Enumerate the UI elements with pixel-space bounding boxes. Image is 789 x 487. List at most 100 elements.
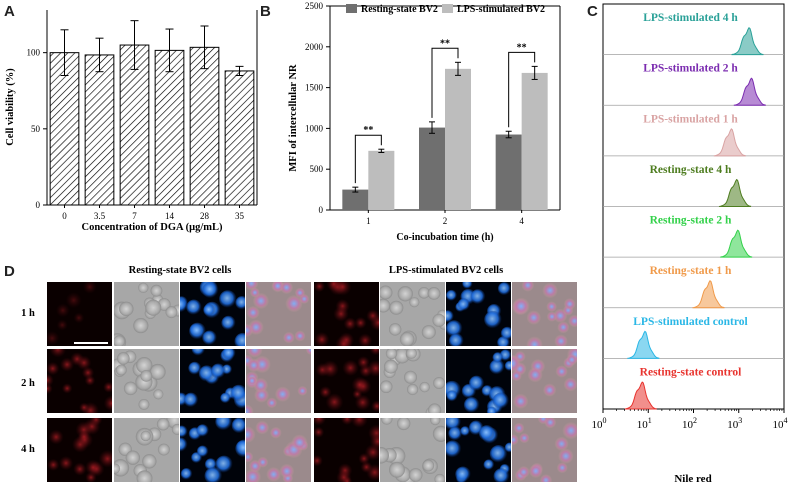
- chart-c-flow-histograms: Nile red LPS-stimulated 4 h LPS-stimulate…: [592, 3, 788, 485]
- micro-cell: [468, 375, 485, 391]
- micro-cell: [283, 331, 295, 344]
- micro-cell: [504, 442, 511, 453]
- chart-b-bar-1-1: [445, 68, 471, 210]
- chart-b-sig-bracket-0: [354, 134, 382, 184]
- micro-cell: [115, 364, 127, 376]
- micro-cell: [246, 358, 261, 373]
- micro-tile-red-resting-0: [47, 282, 112, 346]
- micro-cell: [140, 369, 153, 382]
- micro-cell: [59, 357, 75, 372]
- micro-cell: [138, 398, 150, 410]
- micro-cell: [493, 468, 510, 482]
- micro-cell: [422, 459, 435, 472]
- micro-cell: [562, 421, 577, 440]
- micro-cell: [434, 473, 445, 482]
- micro-tile-red-lps-0: [314, 282, 379, 346]
- micro-cell: [489, 359, 505, 375]
- micro-tile-merge-resting-1: [246, 349, 311, 413]
- micro-cell: [294, 287, 306, 298]
- micro-cell: [219, 290, 237, 308]
- micro-cell: [234, 332, 245, 346]
- micro-tile-cells: [512, 349, 577, 409]
- micro-cell: [486, 406, 497, 413]
- micro-cell: [418, 286, 430, 299]
- micro-cell: [558, 448, 574, 464]
- panel-label-d: D: [4, 263, 15, 280]
- micro-cell: [269, 426, 282, 439]
- micro-cell: [336, 469, 352, 482]
- micro-cell: [484, 310, 502, 329]
- micro-cell: [171, 423, 179, 435]
- micro-cell: [103, 381, 112, 393]
- micro-cell: [446, 310, 454, 323]
- chart-b-bar-0-2: [495, 134, 522, 210]
- micro-tile-cells: [47, 282, 97, 346]
- micro-cell: [526, 336, 543, 346]
- micro-cell: [385, 349, 398, 360]
- microscopy-row-label-2h: 2 h: [21, 378, 35, 389]
- micro-tile-red-resting-2: [47, 418, 112, 482]
- micro-tile-cells: [314, 418, 379, 482]
- micro-cell: [56, 319, 68, 331]
- micro-cell: [405, 349, 417, 359]
- micro-cell: [125, 450, 141, 465]
- micro-cell: [73, 312, 85, 324]
- micro-cell: [321, 360, 339, 378]
- micro-cell: [150, 284, 163, 297]
- micro-cell: [246, 323, 254, 338]
- micro-tile-gray-lps-0: [380, 282, 445, 346]
- micro-tile-red-lps-1: [314, 349, 379, 413]
- micro-cell: [98, 449, 112, 468]
- micro-cell: [489, 445, 508, 463]
- micro-tile-cells: [380, 418, 445, 482]
- micro-tile-merge-resting-2: [246, 418, 311, 482]
- micro-cell: [354, 316, 367, 329]
- micro-cell: [512, 297, 530, 315]
- micro-cell: [136, 356, 153, 374]
- microscopy-group-resting: Resting-state BV2 cells: [129, 265, 232, 276]
- micro-cell: [399, 331, 415, 346]
- chart-b-ytick-label-0: 0: [319, 205, 324, 215]
- micro-cell: [314, 454, 323, 467]
- micro-cell: [81, 366, 95, 379]
- micro-cell: [546, 301, 558, 312]
- chart-a-bar-5: [224, 70, 255, 206]
- chart-b-ytick-label-5: 2500: [305, 1, 324, 11]
- micro-tile-merge-lps-2: [512, 418, 577, 482]
- micro-cell: [333, 306, 349, 322]
- micro-cell: [483, 459, 495, 471]
- micro-cell: [513, 393, 529, 409]
- micro-tile-cells: [47, 349, 112, 413]
- micro-tile-cells: [446, 349, 511, 413]
- micro-cell: [202, 282, 219, 299]
- micro-cell: [427, 287, 441, 300]
- micro-cell: [235, 296, 245, 310]
- micro-cell: [266, 397, 278, 409]
- chart-c-track-label-1: LPS-stimulated 2 h: [643, 63, 738, 75]
- micro-cell: [314, 426, 325, 438]
- legend-swatch-resting: [346, 4, 357, 13]
- chart-b-mfi: Resting-state BV2 LPS-stimulated BV2 MFI…: [288, 1, 561, 243]
- micro-cell: [554, 334, 568, 346]
- micro-cell: [406, 383, 419, 396]
- chart-a-ytick-label-2: 100: [27, 48, 41, 58]
- chart-c-xtick-label-1: 101: [637, 416, 652, 431]
- micro-tile-blue-resting-0: [180, 282, 245, 346]
- micro-cell: [343, 317, 357, 331]
- chart-a-xtick-label-1: 3.5: [94, 211, 106, 221]
- micro-cell: [203, 304, 216, 317]
- chart-a-xtick-label-0: 0: [62, 211, 67, 221]
- micro-cell: [285, 294, 303, 313]
- micro-tile-cells: [512, 418, 577, 482]
- micro-cell: [370, 314, 379, 331]
- micro-tile-gray-resting-2: [114, 418, 179, 482]
- micro-cell: [350, 418, 368, 428]
- chart-c-track-label-6: LPS-stimulated control: [633, 316, 747, 328]
- micro-cell: [246, 349, 263, 358]
- chart-c-xtick-label-2: 102: [682, 416, 697, 431]
- chart-b-sig-bracket-1: [431, 47, 459, 118]
- micro-tile-cells: [180, 349, 245, 409]
- chart-b-xtick-label-1: 2: [443, 216, 448, 226]
- micro-cell: [204, 467, 223, 482]
